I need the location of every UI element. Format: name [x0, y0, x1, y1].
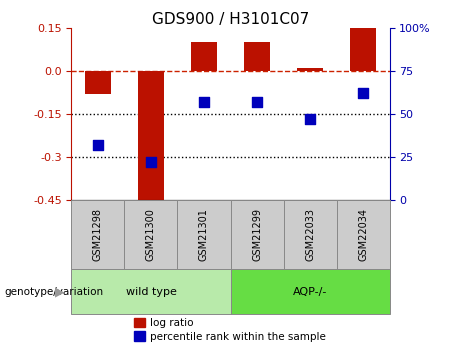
Point	[148, 159, 155, 165]
Point	[200, 99, 207, 105]
Text: GSM21298: GSM21298	[93, 208, 103, 261]
Text: GSM22033: GSM22033	[305, 208, 315, 261]
Text: AQP-/-: AQP-/-	[293, 287, 327, 296]
Text: genotype/variation: genotype/variation	[5, 287, 104, 296]
Bar	[138, 71, 164, 203]
Point	[359, 90, 366, 96]
Bar	[85, 71, 111, 94]
Text: GDS900 / H3101C07: GDS900 / H3101C07	[152, 12, 309, 27]
Bar	[350, 28, 376, 71]
Point	[94, 142, 101, 148]
Text: wild type: wild type	[125, 287, 177, 296]
Text: ▶: ▶	[55, 285, 65, 298]
Bar	[297, 68, 323, 71]
Text: GSM22034: GSM22034	[358, 208, 368, 261]
Bar	[244, 42, 270, 71]
Point	[306, 116, 313, 122]
Text: GSM21301: GSM21301	[199, 208, 209, 261]
Text: GSM21300: GSM21300	[146, 208, 156, 261]
Bar	[191, 42, 217, 71]
Legend: log ratio, percentile rank within the sample: log ratio, percentile rank within the sa…	[134, 318, 326, 342]
Text: GSM21299: GSM21299	[252, 208, 262, 261]
Point	[254, 99, 261, 105]
